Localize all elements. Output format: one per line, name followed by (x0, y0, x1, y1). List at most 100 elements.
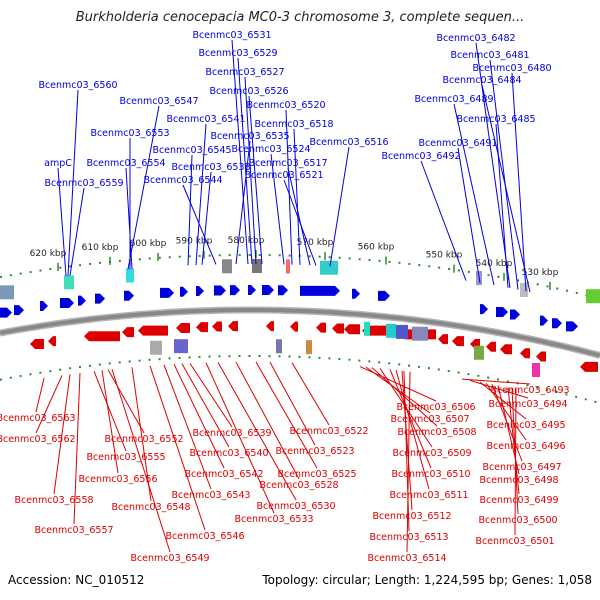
forward-leader-line (283, 179, 317, 266)
forward-gene-label: Bcenmc03_6541 (166, 114, 245, 125)
reverse-gene-label: Bcenmc03_6500 (478, 515, 557, 526)
feature-block (396, 324, 408, 339)
forward-gene-arrow (78, 295, 86, 306)
forward-leader-line (270, 153, 285, 265)
reverse-leader-line (365, 366, 431, 414)
forward-leader-line (489, 59, 519, 290)
forward-gene-label: Bcenmc03_6489 (414, 94, 493, 105)
forward-leader-line (69, 187, 85, 276)
forward-gene-arrow (300, 285, 340, 296)
reverse-gene-label: Bcenmc03_6499 (479, 495, 558, 506)
reverse-gene-label: Bcenmc03_6533 (234, 514, 313, 525)
forward-leader-line (231, 39, 249, 265)
reverse-leader-line (255, 361, 318, 469)
reverse-gene-label: Bcenmc03_6548 (111, 502, 190, 513)
reverse-leader-line (406, 371, 411, 553)
feature-block (532, 363, 540, 378)
forward-leader-line (244, 76, 257, 265)
reverse-gene-label: Bcenmc03_6495 (486, 420, 565, 431)
reverse-gene-label: Bcenmc03_6542 (184, 469, 263, 480)
forward-leader-line (285, 109, 293, 265)
reverse-leader-line (479, 381, 527, 420)
feature-block (412, 326, 428, 341)
forward-gene-label: Bcenmc03_6554 (86, 158, 165, 169)
forward-leader-line (67, 89, 79, 276)
accession-text: Accession: NC_010512 (8, 573, 145, 587)
feature-block (0, 285, 14, 300)
forward-gene-label: Bcenmc03_6547 (119, 96, 198, 107)
reverse-leader-line (107, 369, 145, 434)
forward-leader-line (182, 184, 217, 265)
forward-gene-arrow (160, 287, 174, 298)
forward-gene-arrow (278, 285, 288, 296)
reverse-gene-arrow (344, 324, 360, 335)
forward-leader-line (248, 95, 263, 265)
reverse-leader-line (485, 382, 527, 441)
forward-leader-line (237, 57, 253, 265)
forward-leader-line (495, 123, 509, 288)
backbone-arc (0, 308, 600, 358)
feature-block (252, 259, 262, 274)
forward-leader-line (287, 167, 311, 266)
reverse-gene-label: Bcenmc03_6539 (192, 428, 271, 439)
reverse-leader-line (401, 370, 413, 511)
reverse-leader-line (35, 375, 63, 434)
feature-layer (0, 259, 600, 378)
reverse-gene-label: Bcenmc03_6510 (391, 469, 470, 480)
feature-block (222, 259, 232, 274)
scale-tick-label: 540 kbp (476, 259, 513, 269)
forward-gene-label: Bcenmc03_6535 (210, 131, 289, 142)
forward-gene-label: Bcenmc03_6527 (205, 67, 284, 78)
forward-gene-arrow (540, 315, 548, 326)
forward-gene-arrow (95, 293, 105, 304)
forward-label-layer: Bcenmc03_6560 ampC Bcenmc03_6559 Bcenmc03_6… (38, 30, 552, 293)
reverse-gene-label: Bcenmc03_6501 (475, 536, 554, 547)
reverse-gene-label: Bcenmc03_6556 (78, 474, 157, 485)
forward-gene-label: Bcenmc03_6545 (152, 145, 231, 156)
scale-tick-label: 570 kbp (297, 238, 334, 248)
reverse-leader-line (131, 367, 152, 502)
reverse-gene-label: Bcenmc03_6509 (392, 448, 471, 459)
reverse-gene-arrow (290, 321, 298, 332)
feature-block (126, 268, 134, 283)
forward-gene-label: Bcenmc03_6524 (231, 144, 310, 155)
forward-gene-label: Bcenmc03_6553 (90, 128, 169, 139)
forward-gene-arrow (214, 285, 226, 296)
forward-gene-label: Bcenmc03_6484 (442, 75, 521, 86)
forward-leader-line (453, 103, 495, 286)
forward-gene-arrow (352, 288, 360, 299)
reverse-leader-line (149, 365, 206, 531)
forward-leader-line (511, 72, 527, 292)
reverse-gene-arrow (316, 322, 326, 333)
forward-gene-arrow (496, 306, 508, 317)
backbone-layer (0, 254, 600, 405)
reverse-gene-label: Bcenmc03_6546 (165, 531, 244, 542)
reverse-leader-line (181, 363, 230, 448)
feature-block (364, 321, 370, 336)
forward-gene-label: ampC (44, 158, 72, 169)
reverse-gene-label: Bcenmc03_6558 (14, 495, 93, 506)
forward-gene-arrow (552, 318, 562, 329)
reverse-leader-line (291, 362, 330, 426)
forward-leader-line (475, 42, 511, 289)
reverse-gene-arrow (536, 351, 546, 362)
reverse-leader-line (217, 362, 297, 501)
forward-gene-label: Bcenmc03_6520 (246, 100, 325, 111)
reverse-gene-arrow (438, 334, 448, 345)
reverse-leader-line (173, 363, 225, 469)
scale-tick-label: 550 kbp (426, 251, 463, 261)
reverse-gene-label: Bcenmc03_6563 (0, 413, 76, 424)
forward-leader-line (201, 171, 212, 265)
forward-gene-label: Bcenmc03_6538 (171, 162, 250, 173)
scale-tick-label: 530 kbp (522, 268, 559, 278)
forward-gene-arrow (0, 307, 12, 318)
reverse-leader-line (514, 389, 517, 536)
reverse-gene-label: Bcenmc03_6512 (372, 511, 451, 522)
scale-tick-label: 620 kbp (30, 249, 67, 259)
reverse-leader-line (205, 362, 275, 514)
reverse-leader-line (395, 369, 430, 490)
reverse-gene-label: Bcenmc03_6557 (34, 525, 113, 536)
forward-gene-arrow (40, 300, 48, 311)
feature-block (386, 323, 396, 338)
reverse-gene-label: Bcenmc03_6506 (396, 402, 475, 413)
